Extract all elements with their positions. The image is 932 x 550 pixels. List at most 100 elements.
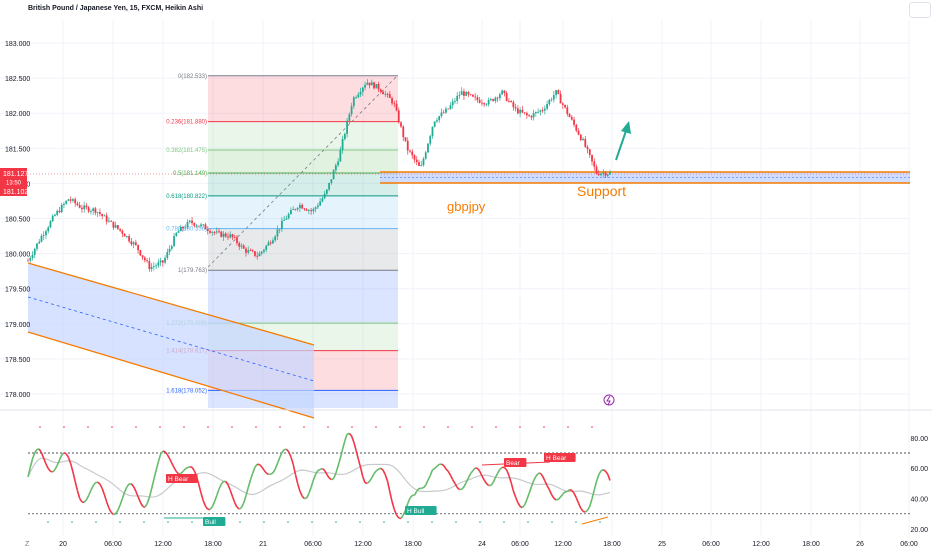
osc-segment	[514, 496, 519, 503]
candle-body	[193, 223, 196, 226]
zoom-icon[interactable]: Z	[25, 541, 30, 548]
regression-channel[interactable]	[27, 262, 315, 419]
fib-zone	[208, 150, 398, 173]
osc-segment	[604, 470, 609, 475]
signal-badge[interactable]	[504, 458, 527, 467]
signal-badge[interactable]	[544, 453, 576, 462]
candle-body	[519, 109, 522, 114]
candle-body	[173, 235, 175, 247]
osc-segment	[467, 473, 472, 479]
osc-segment	[432, 467, 436, 471]
candle-body	[597, 173, 600, 176]
candle-body	[373, 82, 375, 89]
candle-body	[110, 220, 113, 222]
osc-segment	[539, 472, 544, 477]
osc-segment	[602, 469, 606, 472]
osc-segment	[445, 468, 449, 472]
osc-segment	[251, 466, 256, 474]
time-axis[interactable]: Z 20 06:00 12:00 18:00 21 06:00 12:00 18:00 24 06:…	[25, 541, 918, 548]
candle-body	[161, 260, 164, 263]
candle-body	[56, 210, 59, 215]
signal-dot	[351, 426, 353, 428]
osc-segment	[584, 509, 589, 513]
osc-segment	[67, 457, 72, 464]
candle-body	[238, 243, 241, 247]
osc-segment	[323, 470, 328, 475]
symbol-note[interactable]: gbpjpy	[447, 199, 486, 214]
candle-body	[278, 228, 281, 230]
candle-body	[33, 248, 36, 255]
candle-body	[557, 90, 560, 94]
signal-badge[interactable]	[203, 517, 226, 526]
candle-body	[573, 119, 575, 125]
candle-body	[323, 193, 326, 199]
signal-dot	[135, 426, 137, 428]
osc-segment	[58, 454, 63, 461]
candle-body	[478, 100, 481, 103]
osc-segment	[157, 454, 162, 463]
signal-badge[interactable]	[405, 506, 437, 515]
candle-body	[436, 120, 438, 122]
candle-body	[69, 199, 72, 201]
osc-segment	[159, 450, 164, 455]
candle-body	[186, 221, 189, 228]
candle-body	[188, 220, 191, 222]
candle-body	[467, 92, 470, 95]
grid	[0, 20, 910, 535]
candle-body	[42, 235, 45, 236]
osc-segment	[45, 463, 49, 469]
osc-segment	[371, 473, 375, 479]
osc-segment	[559, 493, 564, 498]
osc-segment	[384, 474, 389, 482]
osc-segment	[123, 486, 128, 493]
candle-body	[258, 253, 261, 257]
candle-body	[391, 97, 393, 104]
osc-segment	[443, 465, 447, 470]
candle-body	[287, 214, 290, 219]
candle-body	[454, 100, 456, 102]
osc-segment	[110, 511, 114, 516]
osc-segment	[335, 465, 339, 474]
support-zone[interactable]	[380, 171, 910, 184]
up-arrow-icon[interactable]	[615, 121, 631, 161]
osc-segment	[211, 501, 216, 508]
candle-body	[501, 90, 504, 95]
candle-body	[424, 152, 427, 159]
support-label[interactable]: Support	[577, 183, 626, 199]
candle-body	[128, 236, 131, 242]
lightning-icon[interactable]	[603, 394, 615, 406]
candle-body	[570, 117, 573, 120]
signal-dot	[63, 426, 65, 428]
symbol-title[interactable]: British Pound / Japanese Yen, 15, FXCM, …	[28, 5, 204, 12]
signal-dot	[239, 521, 241, 523]
candle-body	[348, 114, 351, 121]
candle-body	[294, 209, 297, 210]
osc-segment	[494, 472, 499, 478]
osc-ma-line	[27, 457, 611, 498]
candle-body	[609, 171, 611, 175]
signal-badge[interactable]	[166, 474, 198, 483]
osc-segment	[591, 489, 596, 500]
osc-segment	[153, 470, 157, 480]
candle-body	[137, 244, 140, 251]
time-tick-label: 20	[59, 541, 67, 548]
osc-segment	[393, 509, 398, 516]
candle-body	[314, 207, 317, 210]
candle-body	[420, 165, 423, 166]
price-axis[interactable]: 183.000182.500182.000181.500181.000180.5…	[5, 41, 30, 399]
signal-dot	[455, 521, 457, 523]
time-tick-label: 06:00	[104, 541, 122, 548]
candle-body	[90, 210, 92, 212]
candle-body	[431, 126, 434, 136]
candle-body	[485, 104, 488, 106]
osc-segment	[582, 510, 586, 513]
chart-menu-box[interactable]	[909, 2, 931, 18]
time-tick-label: 18:00	[603, 541, 621, 548]
osc-segment	[380, 467, 384, 471]
osc-segment	[389, 491, 393, 502]
candle-body	[166, 251, 169, 258]
current-price-value: 181.127	[3, 171, 28, 178]
osc-segment	[526, 493, 530, 500]
osc-segment	[278, 452, 283, 459]
